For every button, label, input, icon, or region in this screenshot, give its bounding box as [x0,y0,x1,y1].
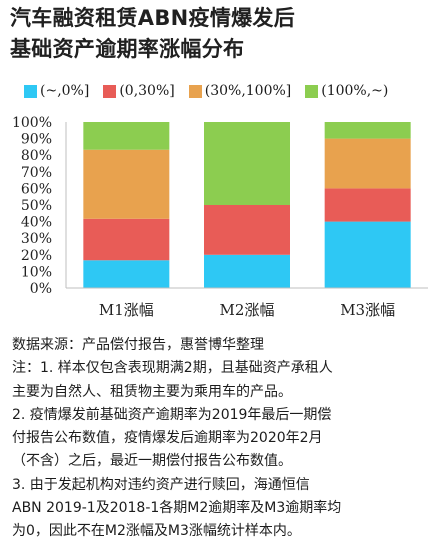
y-tick-label: 20% [21,248,52,264]
y-tick-label: 100% [12,115,52,131]
note-line-8: ABN 2019-1及2018-1各期M2逾期率及M3逾期率均 [12,500,342,517]
note-line-7: 3. 由于发起机构对违约资产进行赎回，海通恒信 [12,476,310,493]
note-line-6: （不含）之后，最近一期偿付报告公布数值。 [12,453,292,470]
chart-title-line-2: 基础资产逾期率涨幅分布 [10,37,245,61]
y-tick-label: 10% [21,264,52,280]
legend-item-3: (30%,100%] [188,83,292,99]
stacked-bar-chart: 0%10%20%30%40%50%60%70%80%90%100% M1涨幅 M2涨… [12,115,428,319]
x-tick-label: M3涨幅 [340,301,395,319]
legend-label-4: (100%,~) [321,83,389,99]
legend-label-3: (30%,100%] [204,83,292,99]
note-line-3: 主要为自然人、租赁物主要为乘用车的产品。 [12,383,292,400]
y-tick-label: 80% [21,148,52,164]
bar-segment [83,149,170,219]
x-tick-label: M2涨幅 [220,301,275,319]
bar-segment [204,205,290,255]
chart-title-line-1: 汽车融资租赁ABN疫情爆发后 [10,6,296,30]
legend-label-1: (~,0%] [40,83,90,99]
note-line-9: 为0，因此不在M2涨幅及M3涨幅统计样本内。 [12,523,301,540]
legend-swatch-1 [24,84,37,98]
legend-label-2: (0,30%] [119,83,175,99]
legend-swatch-4 [305,84,319,98]
y-tick-label: 60% [21,181,52,197]
x-tick-label: M1涨幅 [99,301,154,319]
y-tick-label: 70% [21,165,52,181]
bar-segment [83,122,170,150]
legend-swatch-2 [103,84,117,98]
y-tick-label: 90% [21,132,52,148]
bar-segment [324,122,411,139]
notes-block: 数据来源：产品偿付报告，惠誉博华整理 注：1. 样本仅包含表现期满2期，且基础资… [12,334,432,544]
y-tick-label: 0% [30,281,52,297]
legend-item-1: (~,0%] [24,83,89,99]
legend-swatch-3 [188,84,202,98]
y-tick-label: 50% [21,198,52,214]
note-line-4: 2. 疫情爆发前基础资产逾期率为2019年最后一期偿 [12,406,332,423]
bar-segment [204,122,290,205]
bar-segment [83,218,170,261]
bar-segment [324,221,411,288]
bar-segment [324,138,411,189]
bar-segment [324,188,411,222]
legend-item-4: (100%,~) [305,83,388,99]
bar-segment [204,254,290,288]
chart-legend: (~,0%] (0,30%] (30%,100%] (100%,~) [24,80,402,102]
note-line-5: 付报告公布数值，疫情爆发后逾期率为2020年2月 [12,430,323,447]
legend-item-2: (0,30%] [103,83,175,99]
note-line-2: 注：1. 样本仅包含表现期满2期，且基础资产承租人 [12,360,333,377]
chart-title: 汽车融资租赁ABN疫情爆发后 基础资产逾期率涨幅分布 [10,3,430,65]
bar-segment [83,260,170,288]
source-note: 数据来源：产品偿付报告，惠誉博华整理 [12,337,264,353]
y-tick-label: 40% [21,215,52,231]
y-tick-label: 30% [21,231,52,247]
